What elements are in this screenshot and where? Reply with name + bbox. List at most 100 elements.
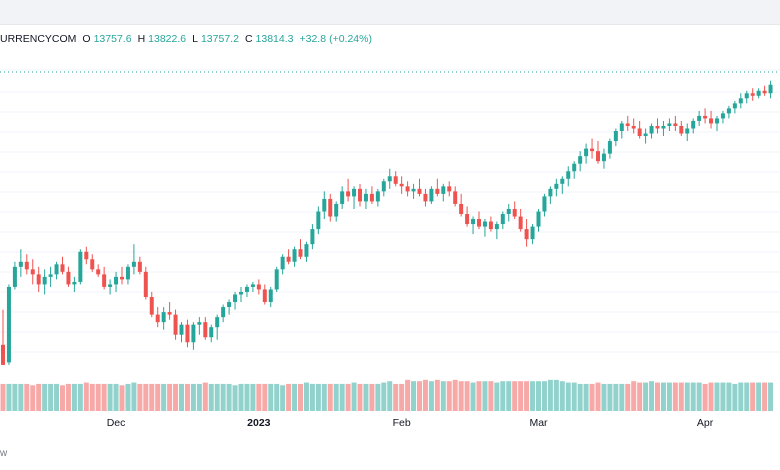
volume-bar <box>12 383 18 411</box>
volume-bar <box>440 381 446 411</box>
volume-bar <box>0 383 6 411</box>
ohlc-legend: URRENCYCOM O 13757.6 H 13822.6 L 13757.2 C 13814… <box>0 31 375 47</box>
x-axis-tick-label: 2023 <box>247 417 271 429</box>
volume-bar <box>672 382 678 411</box>
volume-bar <box>619 383 625 411</box>
volume-bar <box>250 383 256 411</box>
candle-body <box>1 344 5 365</box>
volume-bar <box>167 383 173 411</box>
candle-body <box>131 261 136 267</box>
candle-body <box>542 196 547 212</box>
candle-body <box>554 183 559 189</box>
candle-body <box>18 261 23 267</box>
volume-bar <box>238 383 244 411</box>
candle-body <box>143 271 148 297</box>
volume-bar <box>256 383 262 411</box>
volume-bar <box>512 381 518 411</box>
volume-bar <box>357 383 363 411</box>
volume-bar <box>48 383 54 411</box>
volume-bar <box>196 383 202 411</box>
candle-body <box>619 123 624 131</box>
candle-body <box>12 266 17 287</box>
low-value: 13757.2 <box>200 33 239 45</box>
volume-bar <box>303 382 309 411</box>
candle-body <box>393 176 398 184</box>
volume-bar <box>756 382 762 411</box>
volume-bar <box>649 381 655 411</box>
candle-body <box>54 264 59 275</box>
candle-body <box>369 193 374 202</box>
x-axis-tick-label: Dec <box>107 417 126 429</box>
candle-body <box>607 141 612 154</box>
candle-body <box>274 269 279 290</box>
open-value: 13757.6 <box>93 33 132 45</box>
volume-bar <box>345 383 351 411</box>
volume-bar <box>315 383 321 411</box>
volume-bar <box>553 379 559 411</box>
candle-body <box>125 266 130 280</box>
watermark-text: w <box>0 448 8 459</box>
candle-body <box>560 178 565 184</box>
x-axis-tick-label: Mar <box>529 417 548 429</box>
volume-bar <box>36 383 42 411</box>
volume-bar <box>559 381 565 411</box>
candle-body <box>685 128 690 134</box>
volume-bar <box>399 383 405 411</box>
candle-body <box>316 211 321 230</box>
candle-body <box>114 276 119 285</box>
candle-body <box>209 327 214 338</box>
volume-bar <box>714 382 720 411</box>
candle-body <box>506 208 511 214</box>
candle-body <box>227 302 232 308</box>
candle-body <box>233 294 238 303</box>
candle-body <box>334 203 339 217</box>
x-axis-tick-label: Apr <box>697 417 714 429</box>
candle-body <box>703 115 708 119</box>
top-toolbar <box>0 0 780 25</box>
candle-body <box>36 274 41 285</box>
candle-body <box>667 123 672 126</box>
candle-body <box>709 118 714 124</box>
volume-bar <box>393 383 399 411</box>
candle-body <box>590 148 595 152</box>
volume-bar <box>220 383 226 411</box>
candle-body <box>732 103 737 109</box>
volume-bar <box>524 381 530 411</box>
candle-body <box>423 193 428 202</box>
candle-body <box>738 98 743 104</box>
volume-bar <box>571 382 577 411</box>
candle-body <box>381 181 386 192</box>
candle-body <box>221 307 226 318</box>
candle-body <box>78 251 83 282</box>
volume-bar <box>565 382 571 411</box>
candle-body <box>256 284 261 290</box>
candle-body <box>161 312 166 323</box>
volume-bar <box>321 383 327 411</box>
volume-bar <box>339 383 345 411</box>
candle-body <box>494 224 499 230</box>
candle-body <box>411 188 416 192</box>
volume-bar <box>702 383 708 411</box>
candle-body <box>673 123 678 126</box>
volume-bar <box>631 381 637 411</box>
volume-bar <box>95 383 101 411</box>
volume-bar <box>607 383 613 411</box>
volume-bar <box>470 382 476 411</box>
candle-body <box>30 269 35 275</box>
candle-body <box>137 261 142 272</box>
volume-bar <box>268 383 274 411</box>
volume-bar <box>494 382 500 411</box>
candle-body <box>465 214 470 225</box>
volume-bar <box>732 383 738 411</box>
volume-bar <box>726 382 732 411</box>
candle-body <box>530 226 535 240</box>
volume-bar <box>161 383 167 411</box>
volume-bar <box>643 382 649 411</box>
symbol-name[interactable]: URRENCYCOM <box>0 33 77 45</box>
volume-bar <box>54 383 60 411</box>
volume-bar <box>42 383 48 411</box>
x-axis-tick-label: Feb <box>393 417 411 429</box>
volume-bar <box>387 381 393 411</box>
candle-body <box>387 176 392 182</box>
